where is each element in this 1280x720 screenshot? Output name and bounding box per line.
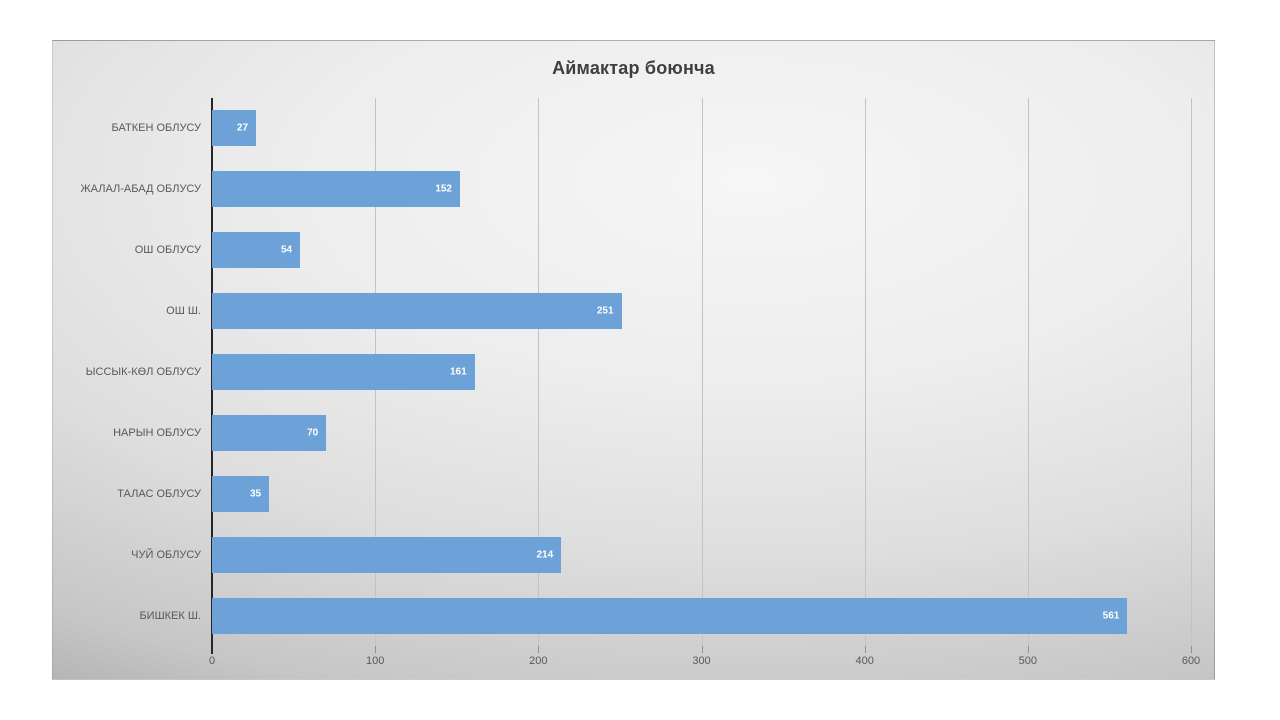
bar-value-label: 214 xyxy=(536,549,554,561)
category-label: ЖАЛАЛ-АБАД ОБЛУСУ xyxy=(80,183,201,196)
category-label: НАРЫН ОБЛУСУ xyxy=(113,426,201,439)
bar-value-label: 561 xyxy=(1102,610,1120,622)
gridline xyxy=(1191,98,1192,646)
bar-row: 27 xyxy=(212,98,1191,159)
bar-row: 214 xyxy=(212,524,1191,585)
category-label: БИШКЕК Ш. xyxy=(139,609,201,622)
category-label: ЫССЫК-КӨЛ ОБЛУСУ xyxy=(85,365,201,378)
bar-value-label: 152 xyxy=(435,183,452,195)
category-label: ЧУЙ ОБЛУСУ xyxy=(131,548,201,561)
bar-row: 161 xyxy=(212,342,1191,403)
bar-row: 251 xyxy=(212,281,1191,342)
x-axis-tick xyxy=(701,646,703,653)
x-axis-tick-label: 0 xyxy=(208,655,216,667)
x-axis-tick-label: 200 xyxy=(529,655,548,667)
category-label: ОШ ОБЛУСУ xyxy=(134,244,201,257)
bar: 214 xyxy=(212,536,562,573)
bar-row: 152 xyxy=(212,159,1191,220)
bar-value-label: 54 xyxy=(280,244,293,256)
x-axis-tick xyxy=(864,646,866,653)
gridline xyxy=(538,98,540,646)
bar-row: 35 xyxy=(212,463,1191,524)
bar: 152 xyxy=(212,171,460,208)
x-axis-tick-label: 600 xyxy=(1181,655,1201,667)
category-label: ОШ Ш. xyxy=(166,305,201,318)
bar: 70 xyxy=(212,414,327,451)
x-axis-tick-label: 300 xyxy=(692,655,711,667)
x-axis-tick xyxy=(375,646,377,653)
bar: 251 xyxy=(212,293,622,330)
chart-panel: Аймактар боюнча БАТКЕН ОБЛУСУ ЖАЛАЛ-АБАД … xyxy=(52,40,1215,680)
category-axis-labels: БАТКЕН ОБЛУСУ ЖАЛАЛ-АБАД ОБЛУСУ ОШ ОБЛУСУ О… xyxy=(53,98,201,646)
bar: 27 xyxy=(212,110,257,147)
bar-row: 70 xyxy=(212,402,1191,463)
bar-value-label: 161 xyxy=(450,366,467,378)
x-axis-tick-label: 400 xyxy=(855,655,874,667)
x-axis-tick xyxy=(1027,646,1029,653)
x-axis-tick xyxy=(538,646,540,653)
bar-value-label: 251 xyxy=(596,305,614,317)
bar: 561 xyxy=(212,597,1128,634)
bar: 35 xyxy=(212,475,270,512)
bar-row: 561 xyxy=(212,585,1191,646)
x-axis-tick-label: 500 xyxy=(1018,655,1038,667)
gridline xyxy=(1027,98,1029,646)
category-label: БАТКЕН ОБЛУСУ xyxy=(111,122,201,135)
x-axis-tick xyxy=(1191,646,1192,653)
gridline xyxy=(701,98,703,646)
category-label: ТАЛАС ОБЛУСУ xyxy=(117,487,201,500)
bar-row: 54 xyxy=(212,220,1191,281)
bar: 161 xyxy=(212,353,475,390)
bar: 54 xyxy=(212,232,301,269)
x-axis-tick-label: 100 xyxy=(365,655,385,667)
plot-area: 0 100 200 300 400 500 600 27 152 54 251 161 70 35 214 5… xyxy=(209,98,1200,667)
bar-value-label: 70 xyxy=(307,427,319,439)
chart-title: Аймактар боюнча xyxy=(552,58,715,78)
bar-value-label: 35 xyxy=(249,488,262,500)
bar-value-label: 27 xyxy=(236,122,249,134)
gridline xyxy=(864,98,866,646)
